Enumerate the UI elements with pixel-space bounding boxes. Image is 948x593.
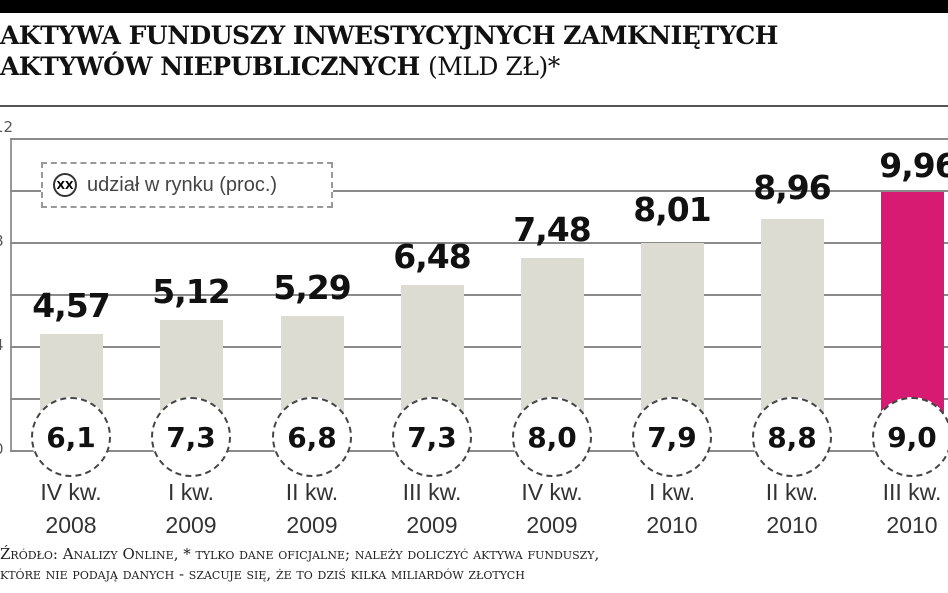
value-label: 6,48: [393, 237, 471, 276]
footnote-line-1: Źródło: Analizy Online, * tylko dane ofi…: [0, 545, 600, 563]
legend: XX udział w rynku (proc.): [41, 162, 333, 208]
value-label: 9,96: [879, 146, 948, 185]
category-label: III kw. 2010: [882, 479, 942, 538]
legend-circle-icon: XX: [53, 173, 77, 197]
title-unit: (MLD ZŁ)*: [427, 52, 560, 81]
share-circle: 7,3: [392, 397, 472, 477]
share-circle: 6,1: [31, 397, 111, 477]
footnote: Źródło: Analizy Online, * tylko dane ofi…: [0, 544, 599, 584]
category-label: IV kw. 2008: [40, 479, 102, 538]
share-circle: 8,0: [512, 397, 592, 477]
gridline: [10, 450, 948, 452]
share-circle: 6,8: [272, 397, 352, 477]
category-label: II kw. 2010: [765, 479, 819, 538]
y-tick-12: 12: [0, 118, 14, 136]
y-tick-4: 4: [0, 336, 4, 354]
title-line-2: AKTYWÓW NIEPUBLICZNYCH (MLD ZŁ)*: [0, 52, 560, 81]
legend-label: udział w rynku (proc.): [87, 173, 278, 196]
value-label: 4,57: [32, 286, 110, 325]
chart-title: AKTYWA FUNDUSZY INWESTYCYJNYCH ZAMKNIĘTY…: [0, 20, 778, 82]
share-circle: 8,8: [752, 397, 832, 477]
category-label: I kw. 2009: [165, 479, 217, 538]
gridline: [10, 190, 948, 192]
share-circle: 7,3: [151, 397, 231, 477]
category-label: III kw. 2009: [402, 479, 462, 538]
title-line-1: AKTYWA FUNDUSZY INWESTYCYJNYCH ZAMKNIĘTY…: [0, 21, 778, 50]
share-circle: 7,9: [632, 397, 712, 477]
footnote-line-2: które nie podają danych - szacuje się, ż…: [0, 565, 525, 583]
gridline: [10, 242, 948, 244]
value-label: 5,12: [152, 272, 230, 311]
gridline: [10, 138, 948, 140]
title-divider: [0, 105, 948, 107]
category-label: II kw. 2009: [285, 479, 339, 538]
top-black-bar: [0, 0, 948, 13]
y-tick-0: 0: [0, 440, 4, 458]
value-label: 5,29: [273, 268, 351, 307]
value-label: 7,48: [513, 210, 591, 249]
y-tick-8: 8: [0, 232, 4, 250]
value-label: 8,01: [633, 190, 711, 229]
share-circle: 9,0: [872, 397, 948, 477]
category-label: IV kw. 2009: [521, 479, 583, 538]
category-label: I kw. 2010: [646, 479, 698, 538]
gridline: [10, 398, 948, 400]
gridline: [10, 294, 948, 296]
gridline: [10, 346, 948, 348]
value-label: 8,96: [753, 168, 831, 207]
